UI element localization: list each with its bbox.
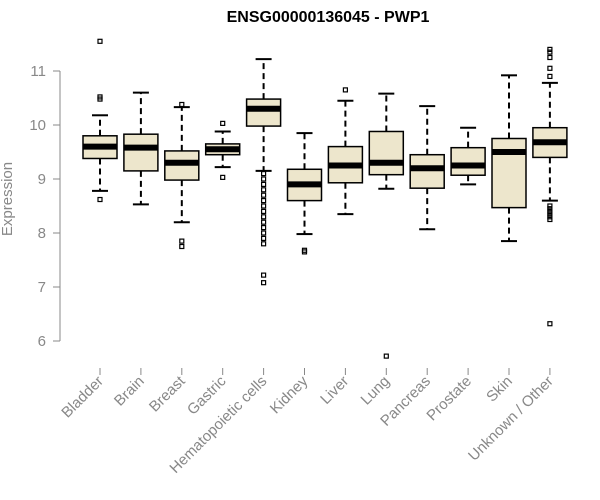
outlier-point xyxy=(547,73,553,80)
outlier-point xyxy=(261,203,267,209)
box-hematopoietic-cells xyxy=(245,58,282,286)
x-tick-label: Lung xyxy=(358,373,394,409)
outlier-point xyxy=(261,171,267,177)
box-lung xyxy=(368,92,405,359)
box-iqr xyxy=(450,146,486,176)
outlier-point xyxy=(261,208,267,214)
x-tick-label: Breast xyxy=(146,372,189,415)
outlier-point xyxy=(547,54,553,61)
y-tick-label: 6 xyxy=(38,333,46,350)
outlier-point xyxy=(547,46,553,53)
y-tick-label: 10 xyxy=(29,117,46,134)
outlier-point xyxy=(261,181,267,187)
outlier-point xyxy=(220,174,226,180)
box-bladder xyxy=(82,38,118,203)
box-liver xyxy=(327,87,364,216)
box-prostate xyxy=(450,126,486,186)
outlier-point xyxy=(261,241,267,247)
outlier-point xyxy=(261,230,267,236)
x-tick-label: Skin xyxy=(483,373,516,406)
outlier-point xyxy=(547,65,553,71)
box-unknown-other xyxy=(532,46,568,327)
outlier-point xyxy=(547,203,553,209)
y-axis-title: Expression xyxy=(0,162,16,236)
box-pancreas xyxy=(409,105,445,231)
outlier-point xyxy=(261,235,267,241)
box-iqr xyxy=(491,137,527,209)
box-brain xyxy=(123,91,159,206)
y-tick-label: 9 xyxy=(38,171,46,188)
outlier-point xyxy=(261,176,267,182)
x-tick-label: Bladder xyxy=(58,373,107,422)
outlier-point xyxy=(301,247,308,253)
box-iqr xyxy=(409,153,445,189)
outlier-point xyxy=(547,211,553,217)
x-tick-label: Brain xyxy=(111,373,148,410)
outlier-point xyxy=(261,225,267,231)
box-breast xyxy=(164,101,200,250)
outlier-point xyxy=(261,187,267,193)
outlier-point xyxy=(261,192,267,198)
y-axis: 6 7 8 9 10 11 xyxy=(29,63,61,350)
outlier-point xyxy=(261,198,267,204)
outlier-point xyxy=(547,206,553,212)
outlier-point xyxy=(342,87,348,93)
outlier-point xyxy=(97,94,103,100)
box-skin xyxy=(491,74,527,243)
outlier-point xyxy=(220,120,226,126)
outlier-point xyxy=(261,214,267,220)
x-tick-label: Liver xyxy=(317,373,352,408)
box-iqr xyxy=(245,98,282,127)
box-iqr xyxy=(368,130,405,176)
box-gastric xyxy=(204,120,241,180)
outlier-point xyxy=(97,196,103,203)
outlier-point xyxy=(547,321,553,327)
chart-title: ENSG00000136045 - PWP1 xyxy=(227,9,430,26)
outlier-point xyxy=(547,49,553,55)
x-tick-label: Prostate xyxy=(423,373,475,425)
outlier-point xyxy=(179,238,185,244)
y-tick-label: 8 xyxy=(38,225,46,242)
outlier-point xyxy=(97,38,103,44)
box-iqr xyxy=(123,133,159,172)
x-tick-label: Kidney xyxy=(267,372,312,417)
outlier-point xyxy=(261,280,267,286)
outlier-point xyxy=(547,216,553,223)
y-tick-label: 7 xyxy=(38,279,46,296)
outlier-point xyxy=(547,208,553,214)
boxes-group xyxy=(82,38,568,359)
outlier-point xyxy=(179,243,185,250)
outlier-point xyxy=(547,214,553,220)
outlier-point xyxy=(261,272,267,278)
outlier-point xyxy=(383,353,389,359)
outlier-point xyxy=(261,219,267,225)
y-tick-label: 11 xyxy=(30,63,46,80)
outlier-point xyxy=(179,101,185,108)
box-kidney xyxy=(286,132,323,255)
